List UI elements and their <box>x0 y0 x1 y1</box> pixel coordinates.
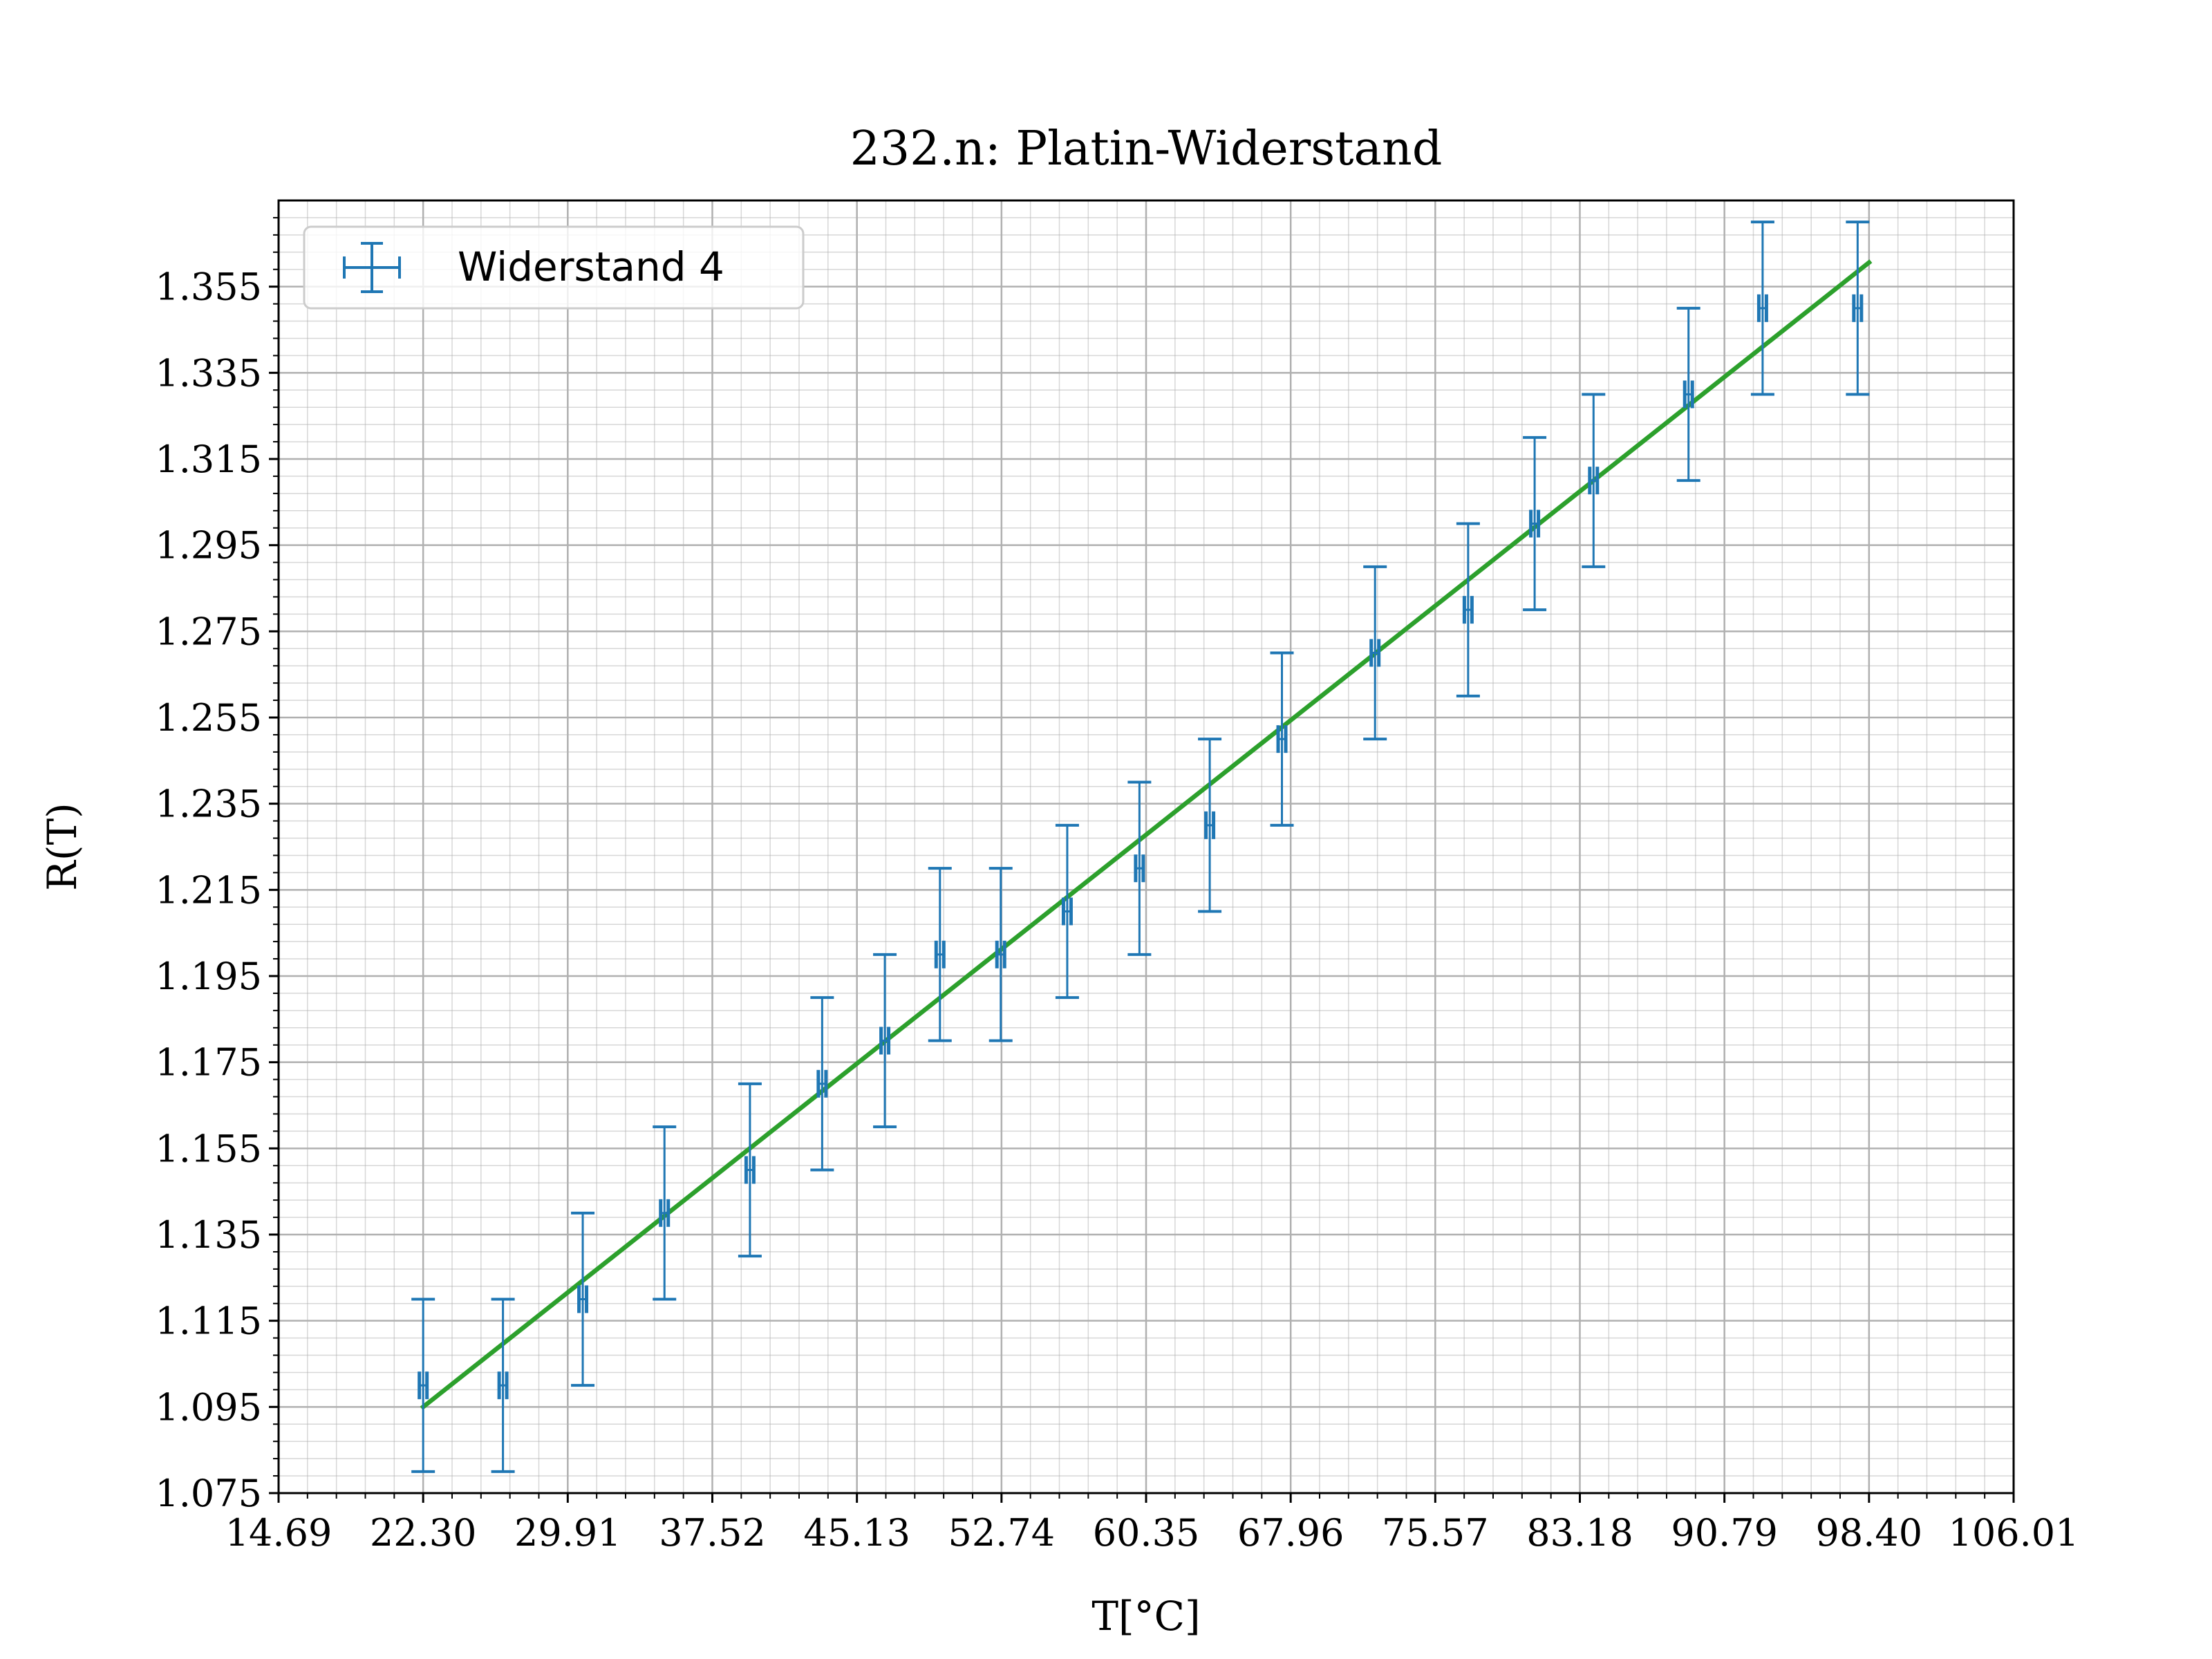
data-point <box>1846 221 1870 396</box>
x-tick-label: 98.40 <box>1816 1511 1923 1555</box>
data-point <box>810 996 834 1172</box>
y-tick-label: 1.155 <box>155 1127 262 1170</box>
y-tick-label: 1.175 <box>155 1041 262 1085</box>
data-point <box>491 1297 515 1473</box>
data-point <box>1055 823 1079 1000</box>
data-point <box>1270 651 1294 827</box>
data-point <box>1750 221 1774 396</box>
y-tick-label: 1.235 <box>155 782 262 826</box>
legend-errorbar-icon <box>343 242 401 293</box>
y-tick-label: 1.315 <box>155 438 262 481</box>
x-tick-label: 37.52 <box>659 1511 766 1555</box>
y-tick-label: 1.255 <box>155 696 262 740</box>
major-grid <box>277 200 2015 1494</box>
x-tick-label: 83.18 <box>1526 1511 1633 1555</box>
y-tick-label: 1.095 <box>155 1385 262 1429</box>
data-point <box>738 1082 762 1258</box>
x-tick-label: 75.57 <box>1382 1511 1489 1555</box>
y-tick-label: 1.195 <box>155 955 262 998</box>
y-tick-label: 1.355 <box>155 265 262 309</box>
x-tick-label: 29.91 <box>514 1511 621 1555</box>
x-tick-label: 106.01 <box>1949 1511 2079 1555</box>
y-tick-label: 1.115 <box>155 1300 262 1343</box>
legend-label: Widerstand 4 <box>458 243 724 290</box>
y-tick-label: 1.075 <box>155 1472 262 1515</box>
data-point <box>1523 435 1547 612</box>
y-axis: 1.075 1.095 1.115 1.135 1.155 1.175 1.195 1.215… <box>155 216 279 1515</box>
data-point <box>1198 738 1222 913</box>
data-point <box>1676 306 1700 482</box>
data-point <box>873 953 897 1129</box>
data-layer <box>411 221 1870 1473</box>
legend-box <box>303 225 805 310</box>
legend: Widerstand 4 <box>303 225 805 310</box>
chart-title: 232.n: Platin-Widerstand <box>850 122 1443 176</box>
data-point <box>1582 393 1606 568</box>
data-point <box>1127 780 1152 956</box>
data-point <box>988 867 1013 1042</box>
y-tick-label: 1.135 <box>155 1213 262 1257</box>
y-tick-label: 1.335 <box>155 351 262 395</box>
data-point <box>411 1297 435 1473</box>
y-tick-label: 1.215 <box>155 868 262 912</box>
data-point <box>928 867 952 1042</box>
y-axis-label: R(T) <box>39 803 86 891</box>
x-tick-label: 45.13 <box>803 1511 910 1555</box>
x-tick-label: 14.69 <box>225 1511 332 1555</box>
x-tick-label: 22.30 <box>370 1511 477 1555</box>
x-tick-label: 90.79 <box>1671 1511 1778 1555</box>
y-tick-label: 1.295 <box>155 524 262 568</box>
x-axis: 14.69 22.30 29.91 37.52 45.13 52.74 60.35 67.96… <box>225 1493 2079 1555</box>
data-point <box>1456 522 1480 697</box>
data-point <box>653 1125 677 1301</box>
x-axis-label: T[°C] <box>1091 1593 1200 1640</box>
data-point <box>571 1211 595 1387</box>
x-tick-label: 60.35 <box>1093 1511 1200 1555</box>
x-tick-label: 52.74 <box>948 1511 1056 1555</box>
data-point <box>1363 565 1387 741</box>
y-tick-label: 1.275 <box>155 610 262 653</box>
x-tick-label: 67.96 <box>1237 1511 1344 1555</box>
